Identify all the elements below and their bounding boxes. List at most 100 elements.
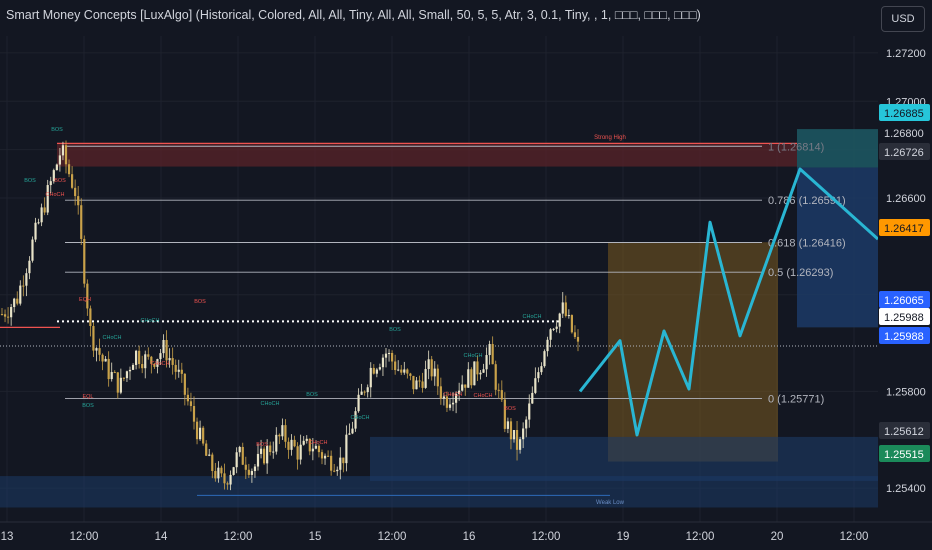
candle-body — [418, 380, 420, 381]
price-tick-label: 1.25400 — [886, 483, 926, 495]
candle-body — [34, 223, 36, 240]
candle-body — [25, 273, 27, 286]
candle-body — [391, 353, 393, 361]
candle-body — [394, 361, 396, 370]
candle-body — [117, 372, 119, 392]
candle-body — [348, 433, 350, 434]
candle-body — [254, 467, 256, 472]
candle-body — [226, 483, 228, 484]
candle-body — [71, 174, 73, 188]
candle-body — [138, 351, 140, 364]
price-tick-label: 1.27200 — [886, 48, 926, 60]
candle-body — [223, 473, 225, 483]
price-label: 1.25988 — [884, 312, 924, 324]
candle-body — [95, 348, 97, 350]
candle-body — [196, 422, 198, 440]
candle-body — [31, 240, 33, 261]
candle-body — [120, 378, 122, 393]
candle-body — [245, 465, 247, 470]
candle-body — [220, 468, 222, 474]
candle-body — [159, 353, 161, 359]
candle-body — [437, 369, 439, 387]
candle-body — [519, 439, 521, 450]
candle-body — [549, 329, 551, 340]
structure-label: CHoCH — [474, 393, 493, 399]
candle-body — [41, 207, 43, 222]
price-label: 1.26065 — [884, 295, 924, 307]
currency-button[interactable]: USD — [881, 6, 925, 32]
candle-body — [92, 326, 94, 351]
candle-body — [324, 456, 326, 459]
candle-body — [510, 421, 512, 439]
candle-body — [342, 458, 344, 464]
fib-label: 1 (1.26814) — [768, 141, 824, 153]
candle-body — [345, 435, 347, 463]
candle-body — [172, 358, 174, 365]
structure-label: CHoCH — [444, 392, 463, 398]
candle-body — [239, 447, 241, 452]
candle-body — [315, 446, 317, 449]
candle-body — [59, 155, 61, 164]
candle-body — [330, 456, 332, 471]
candle-body — [562, 302, 564, 313]
candle-body — [537, 372, 539, 378]
strong-high-zone — [57, 143, 797, 166]
candle-body — [376, 369, 378, 373]
fib-label: 0 (1.25771) — [768, 393, 824, 405]
candle-body — [531, 393, 533, 404]
structure-label: CHoCH — [351, 415, 370, 421]
candle-body — [339, 458, 341, 470]
candle-body — [108, 359, 110, 379]
candle-body — [406, 369, 408, 373]
price-axis: 1.272001.270001.268001.266001.262001.258… — [878, 0, 932, 550]
candle-body — [379, 367, 381, 369]
structure-label: BOS — [389, 327, 401, 333]
candle-body — [489, 344, 491, 355]
candle-body — [534, 378, 536, 393]
candle-body — [373, 368, 375, 374]
price-label: 1.26885 — [884, 108, 924, 120]
time-tick-label: 20 — [771, 531, 784, 543]
structure-label: CHoCH — [464, 353, 483, 359]
candle-body — [571, 315, 573, 332]
time-tick-label: 19 — [617, 531, 630, 543]
candle-body — [449, 404, 451, 407]
candle-body — [434, 369, 436, 377]
candle-body — [553, 329, 555, 330]
candle-body — [543, 351, 545, 366]
candle-body — [473, 361, 475, 385]
candle-body — [181, 370, 183, 374]
candle-body — [385, 354, 387, 358]
structure-label: CHoCH — [141, 318, 160, 324]
candle-body — [56, 165, 58, 171]
candle-body — [260, 449, 262, 454]
price-tick-label: 1.26600 — [886, 193, 926, 205]
candle-body — [147, 354, 149, 356]
candle-body — [202, 428, 204, 444]
candle-body — [111, 372, 113, 379]
candle-body — [236, 452, 238, 467]
candle-body — [525, 420, 527, 429]
candle-body — [175, 365, 177, 372]
candle-body — [446, 396, 448, 407]
candle-body — [22, 286, 24, 287]
candle-body — [62, 145, 64, 155]
candle-body — [321, 452, 323, 458]
candle-body — [476, 361, 478, 374]
candle-body — [415, 380, 417, 389]
candle-body — [1, 314, 3, 315]
candle-body — [16, 299, 18, 304]
candle-body — [4, 314, 6, 316]
candle-body — [208, 455, 210, 456]
candle-body — [105, 359, 107, 362]
candle-body — [37, 222, 39, 223]
time-tick-label: 12:00 — [378, 531, 407, 543]
candle-body — [565, 302, 567, 316]
structure-label: CHoCH — [523, 314, 542, 320]
candle-body — [272, 452, 274, 453]
price-label: 1.26726 — [884, 147, 924, 159]
candle-body — [388, 353, 390, 354]
candle-body — [400, 370, 402, 373]
candle-body — [50, 181, 52, 185]
